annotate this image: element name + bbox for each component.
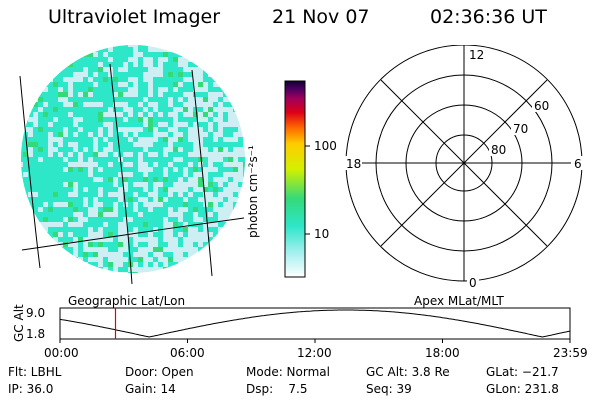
colorbar-gradient: [284, 80, 306, 278]
info-seq: Seq: 39: [366, 382, 412, 396]
time-label-12: 12:00: [297, 346, 332, 360]
info-glat: GLat: −21.7: [486, 365, 559, 379]
altitude-plot: [59, 307, 571, 343]
info-gain: Gain: 14: [125, 382, 176, 396]
mlt-label-left: 18: [346, 157, 361, 171]
info-ip: IP: 36.0: [8, 382, 54, 396]
info-filter: Flt: LBHL: [8, 365, 62, 379]
lat-label-60: 60: [534, 99, 549, 113]
magnetic-grid-label: Apex MLat/MLT: [414, 294, 504, 308]
mlt-label-bottom: 0: [469, 276, 477, 290]
polar-plot: 12 18 6 0 60 70 80: [344, 45, 583, 290]
info-door: Door: Open: [125, 365, 194, 379]
lat-label-80: 80: [491, 143, 506, 157]
time-label-06: 06:00: [170, 346, 205, 360]
latitude-line: [21, 217, 245, 251]
colorbar-tick-label-100: 100: [314, 139, 337, 153]
geographic-grid-label: Geographic Lat/Lon: [68, 294, 186, 308]
info-dsp: Dsp: 7.5: [246, 382, 308, 396]
altitude-curve: [59, 309, 571, 338]
header-time: 02:36:36 UT: [430, 6, 547, 28]
header-date: 21 Nov 07: [272, 6, 370, 28]
altitude-tick-low: 1.8: [26, 327, 46, 341]
mlt-label-right: 6: [574, 157, 582, 171]
longitude-line: [109, 63, 133, 285]
info-gc-alt: GC Alt: 3.8 Re: [366, 365, 450, 379]
longitude-line: [191, 69, 213, 277]
colorbar-tick-label-10: 10: [314, 227, 330, 241]
time-label-2359: 23:59: [553, 346, 588, 360]
colorbar-unit-label: photon cm⁻²s⁻¹: [246, 145, 260, 238]
altitude-axis-title: GC Alt: [12, 304, 26, 342]
polar-diagonal: [380, 79, 548, 247]
uv-image-panel: [19, 45, 245, 285]
time-label-18: 18:00: [425, 346, 460, 360]
geographic-grid: [19, 63, 245, 285]
longitude-line: [19, 75, 41, 269]
header-title: Ultraviolet Imager: [48, 6, 221, 28]
info-glon: GLon: 231.8: [486, 382, 559, 396]
lat-label-70: 70: [513, 122, 528, 136]
altitude-tick-high: 9.0: [26, 306, 46, 320]
time-label-00: 00:00: [44, 346, 79, 360]
info-mode: Mode: Normal: [246, 365, 330, 379]
colorbar: [284, 80, 310, 278]
mlt-label-top: 12: [469, 48, 484, 62]
